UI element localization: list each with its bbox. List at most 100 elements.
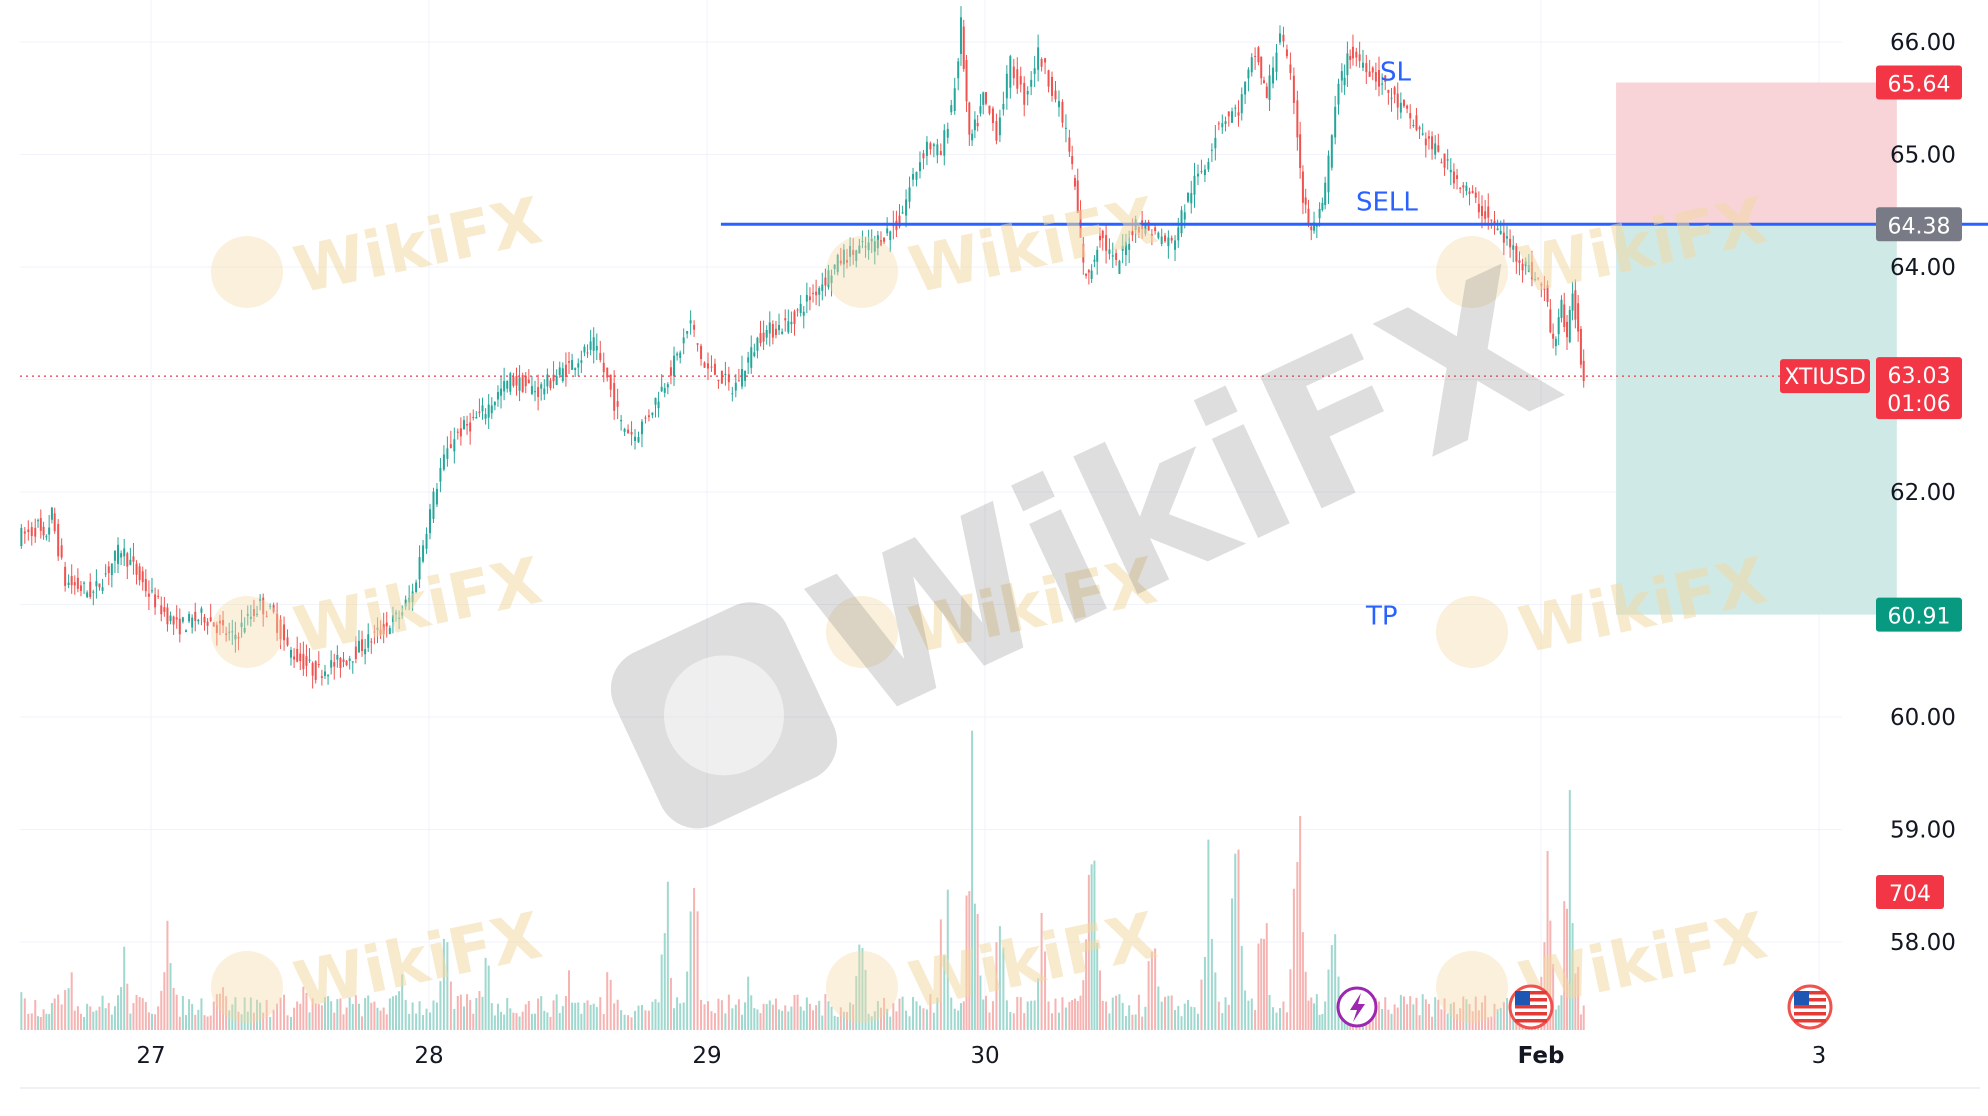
candle-body (1285, 49, 1288, 57)
volume-bar (1214, 972, 1217, 1030)
volume-bar (759, 1013, 762, 1030)
volume-bar (778, 1009, 781, 1030)
volume-bar (982, 999, 985, 1030)
price-tick-label: 66.00 (1890, 30, 1956, 56)
candle-body (1131, 231, 1134, 236)
volume-bar (537, 998, 540, 1030)
candle-body (1459, 187, 1462, 189)
volume-bar (1549, 920, 1552, 1030)
candle-body (462, 420, 465, 430)
candle-body (616, 401, 619, 407)
watermark-logo-icon (1436, 596, 1508, 668)
volume-bar (107, 1002, 110, 1030)
volume-bar (175, 994, 178, 1030)
chart-lines[interactable]: SL SELL TP (20, 58, 1988, 1089)
volume-bar (1240, 946, 1243, 1030)
candle-body (1263, 80, 1265, 84)
candle-body (487, 404, 490, 418)
volume-bar (209, 1015, 212, 1030)
candle-body (1128, 243, 1131, 250)
candle-body (1051, 76, 1054, 96)
candle-body (1484, 211, 1487, 219)
position-zones[interactable] (1616, 82, 1897, 615)
volume-bar (1318, 1014, 1321, 1030)
us-flag-event-icon[interactable] (1787, 984, 1833, 1030)
candle-body (172, 616, 175, 625)
volume-bar (737, 999, 740, 1030)
candle-body (537, 387, 540, 397)
candle-body (1282, 34, 1285, 42)
volume-bar (89, 1006, 92, 1030)
candle-body (988, 105, 991, 114)
entry-price-badge-text: 64.38 (1888, 214, 1951, 239)
volume-bar (1079, 995, 1082, 1030)
volume-bar (1257, 943, 1260, 1030)
volume-bar (962, 1001, 965, 1030)
volume-value-badge-text: 704 (1889, 882, 1931, 907)
volume-bar (385, 1014, 388, 1030)
volume-bar (1324, 1001, 1327, 1030)
volume-bar (1412, 1004, 1415, 1030)
stop-loss-price-badge (1876, 65, 1962, 100)
candle-body (76, 577, 79, 589)
volume-bar (1071, 1000, 1074, 1030)
candle-body (905, 199, 908, 216)
candle-body (1210, 149, 1213, 151)
volume-bar (1265, 923, 1268, 1030)
volume-bar (724, 1013, 727, 1030)
volume-bar (1474, 996, 1477, 1030)
watermark-logo-icon (211, 596, 283, 668)
candle-body (734, 382, 737, 391)
candle-body (1177, 227, 1180, 241)
us-flag-event-icon[interactable] (1508, 984, 1554, 1030)
volume-bar (330, 1001, 333, 1030)
volume-bar (42, 1009, 45, 1030)
candle-body (1167, 237, 1170, 247)
volume-bar (1090, 864, 1093, 1030)
volume-bar (92, 1011, 95, 1030)
candle-body (1421, 133, 1424, 135)
candle-body (973, 119, 976, 131)
candle-body (1093, 259, 1096, 262)
candle-body (317, 664, 320, 666)
volume-bar (1493, 1003, 1496, 1030)
candle-body (998, 117, 1001, 136)
candle-body (1540, 284, 1543, 286)
volume-bar (415, 1013, 418, 1030)
candlestick-series[interactable] (20, 6, 1585, 689)
watermark-logo-icon (1436, 951, 1508, 1023)
candle-body (540, 384, 543, 389)
volume-bar (1180, 1016, 1183, 1030)
candle-body (564, 364, 567, 377)
lightning-event-icon[interactable] (1336, 986, 1378, 1028)
candle-body (1415, 115, 1418, 130)
candle-body (1355, 51, 1358, 58)
volume-bar (484, 957, 487, 1030)
candle-body (737, 380, 740, 382)
take-profit-zone[interactable] (1616, 224, 1897, 615)
volume-bar (1160, 1001, 1163, 1030)
candle-body (1098, 235, 1101, 241)
event-markers[interactable] (1336, 984, 1833, 1030)
volume-bar (534, 1013, 537, 1030)
volume-bar (530, 1013, 533, 1030)
stop-loss-zone[interactable] (1616, 82, 1897, 225)
date-tick-label: 28 (414, 1043, 443, 1069)
candle-body (342, 659, 345, 662)
candle-body (382, 624, 385, 635)
volume-bar (1183, 1003, 1186, 1030)
volume-bar (1449, 1003, 1452, 1030)
candle-body (724, 373, 727, 375)
volume-bar (1177, 1005, 1180, 1030)
volume-bar (515, 1013, 518, 1030)
volume-bar (1459, 1008, 1462, 1030)
volume-bar (262, 1012, 265, 1030)
candle-body (1340, 71, 1343, 81)
volume-bar (1509, 1010, 1512, 1030)
volume-bar (166, 920, 169, 1030)
candle-body (259, 598, 262, 602)
candle-body (408, 597, 411, 603)
volume-bar (487, 965, 490, 1030)
candle-body (793, 311, 796, 325)
